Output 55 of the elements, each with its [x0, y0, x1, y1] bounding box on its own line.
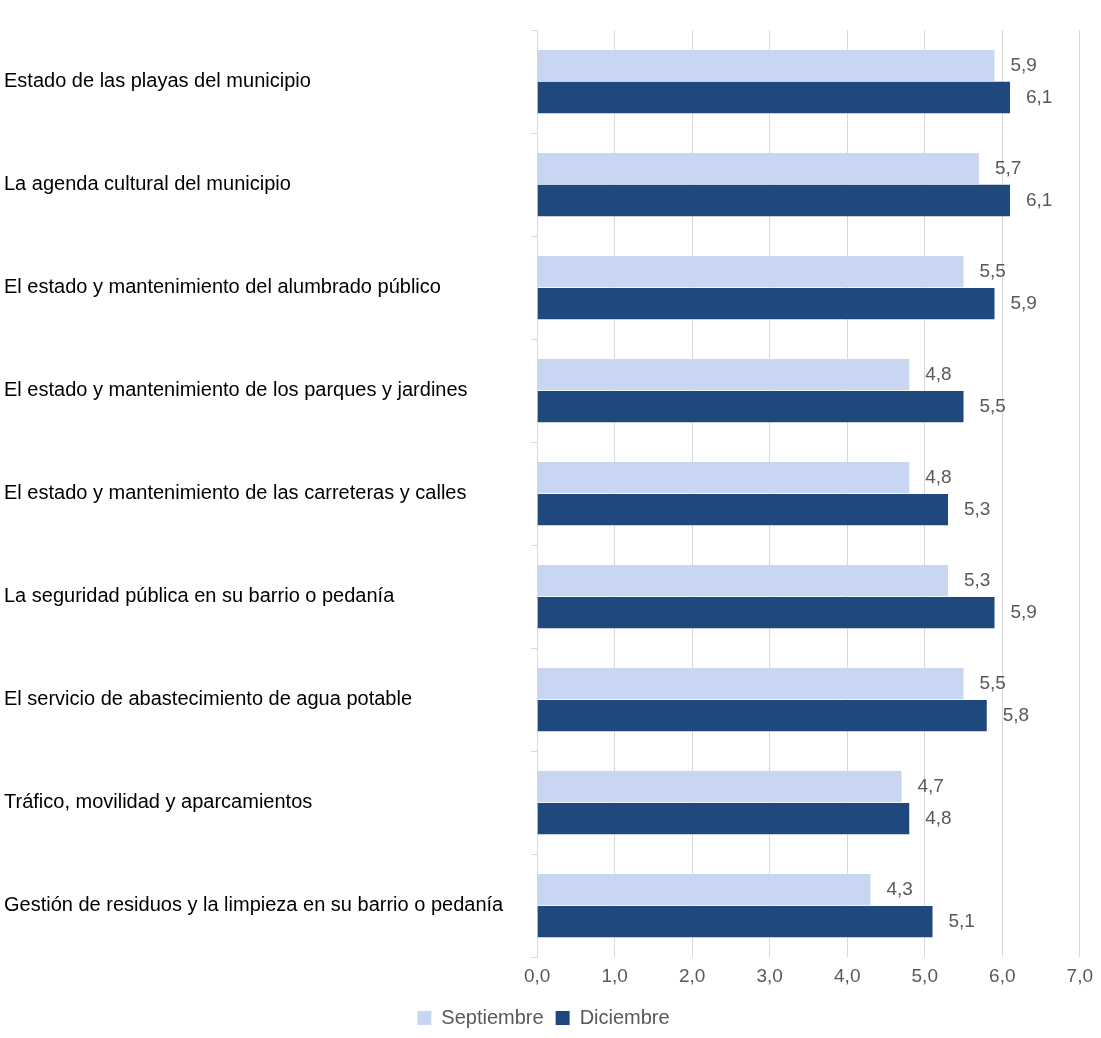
- bar: [537, 49, 995, 82]
- data-label: 4,8: [925, 806, 952, 828]
- y-tick-label: La agenda cultural del municipio: [4, 172, 291, 195]
- bar: [537, 390, 964, 423]
- bar: [537, 184, 1011, 217]
- bar: [537, 461, 910, 494]
- data-label: 4,8: [925, 362, 952, 384]
- data-label: 5,9: [1010, 291, 1037, 313]
- data-label: 4,8: [925, 465, 952, 487]
- bar: [537, 565, 949, 597]
- y-tick-label: El servicio de abastecimiento de agua potable: [4, 687, 413, 710]
- legend-label: Septiembre: [441, 1005, 544, 1028]
- y-tick-label: El estado y mantenimiento del alumbrado público: [4, 275, 441, 298]
- data-label: 4,3: [886, 877, 913, 899]
- bar: [537, 255, 964, 288]
- data-label: 5,5: [979, 259, 1006, 281]
- data-label: 5,1: [948, 909, 975, 931]
- x-tick-label: 0,0: [523, 964, 551, 986]
- x-tick-label: 4,0: [834, 964, 861, 986]
- bar: [537, 493, 949, 526]
- bar: [537, 596, 995, 629]
- data-label: 5,9: [1010, 53, 1037, 75]
- bar: [537, 358, 910, 391]
- bar: [537, 287, 995, 320]
- bar: [537, 699, 987, 732]
- x-tick-label: 2,0: [679, 964, 706, 986]
- bar: [537, 668, 964, 700]
- data-label: 5,8: [1002, 703, 1030, 725]
- data-label: 5,9: [1010, 600, 1037, 622]
- bar: [537, 802, 910, 835]
- x-tick-label: 5,0: [911, 964, 938, 986]
- data-label: 4,7: [917, 774, 944, 796]
- x-tick-label: 7,0: [1066, 964, 1093, 986]
- legend-label: Diciembre: [579, 1005, 670, 1028]
- data-label: 5,3: [964, 497, 991, 519]
- y-tick-label: La seguridad pública en su barrio o pedanía: [4, 584, 396, 607]
- data-label: 6,1: [1026, 85, 1053, 107]
- data-label: 5,5: [979, 671, 1006, 693]
- bar: [537, 152, 980, 185]
- x-tick-label: 1,0: [601, 964, 628, 986]
- data-label: 6,1: [1026, 188, 1053, 210]
- y-tick-label: Estado de las playas del municipio: [4, 69, 311, 92]
- bar: [537, 906, 933, 938]
- data-label: 5,3: [964, 568, 991, 590]
- y-tick-label: Tráfico, movilidad y aparcamientos: [4, 790, 313, 813]
- x-tick-label: 3,0: [756, 964, 783, 986]
- y-tick-label: El estado y mantenimiento de las carreteras y calles: [4, 481, 467, 504]
- bar: [537, 874, 871, 906]
- data-label: 5,5: [979, 394, 1006, 416]
- y-tick-label: Gestión de residuos y la limpieza en su barrio o pedanía: [4, 893, 505, 916]
- bar: [537, 81, 1011, 114]
- bar: [537, 771, 902, 803]
- data-label: 5,7: [995, 156, 1022, 178]
- x-tick-label: 6,0: [989, 964, 1016, 986]
- y-tick-label: El estado y mantenimiento de los parques y jardines: [4, 378, 468, 401]
